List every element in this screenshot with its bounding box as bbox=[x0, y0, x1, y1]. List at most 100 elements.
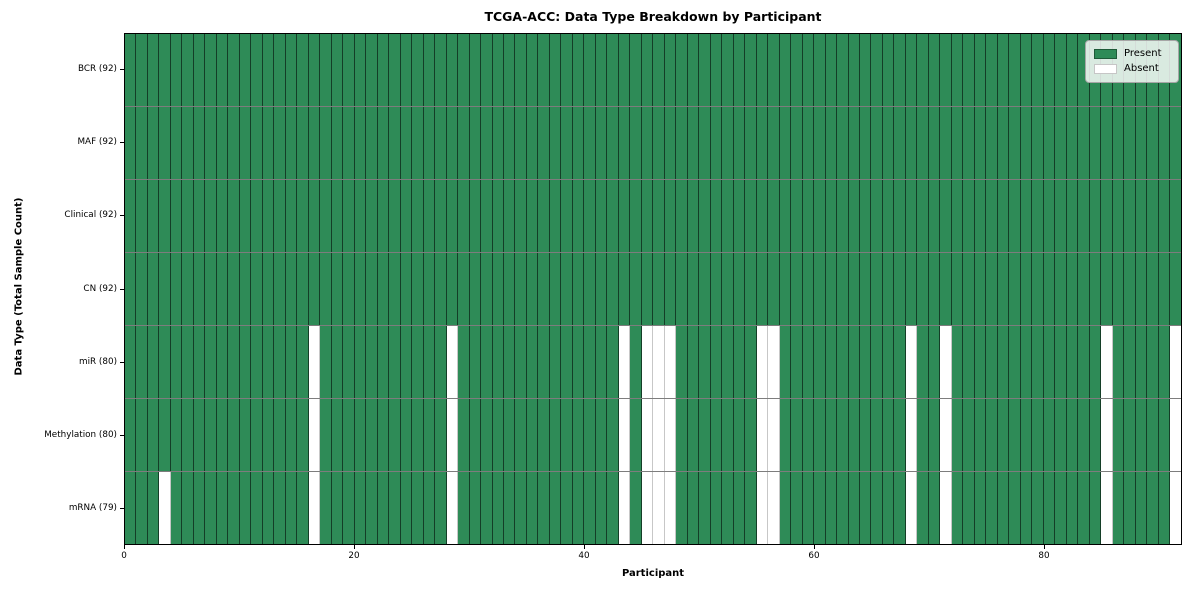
heatmap-cell bbox=[389, 326, 401, 398]
heatmap-cell bbox=[1089, 472, 1102, 544]
heatmap-cell bbox=[963, 326, 975, 398]
heatmap-cell bbox=[630, 34, 642, 106]
heatmap-cell bbox=[262, 399, 275, 471]
heatmap-cell bbox=[193, 34, 206, 106]
heatmap-cell bbox=[492, 399, 504, 471]
heatmap-cell bbox=[1124, 180, 1136, 252]
heatmap-cell bbox=[354, 107, 367, 179]
heatmap-cell bbox=[1112, 180, 1125, 252]
heatmap-cell bbox=[595, 107, 608, 179]
heatmap-cell bbox=[1043, 326, 1056, 398]
y-tick-label: CN (92) bbox=[83, 283, 117, 294]
heatmap-cell bbox=[125, 399, 137, 471]
heatmap-cell bbox=[159, 253, 171, 325]
heatmap-cell bbox=[928, 34, 941, 106]
heatmap-cell bbox=[366, 399, 378, 471]
legend-label: Absent bbox=[1124, 63, 1159, 75]
heatmap-cell bbox=[1158, 253, 1171, 325]
heatmap-cell bbox=[722, 34, 734, 106]
heatmap-cell bbox=[400, 399, 413, 471]
heatmap-cell bbox=[400, 472, 413, 544]
heatmap-cell bbox=[699, 180, 711, 252]
heatmap-cell bbox=[572, 253, 585, 325]
heatmap-cell bbox=[561, 180, 573, 252]
heatmap-cell bbox=[710, 107, 723, 179]
heatmap-cell bbox=[997, 253, 1010, 325]
heatmap-cell bbox=[905, 472, 918, 544]
heatmap-cell bbox=[1078, 326, 1090, 398]
heatmap-cell bbox=[182, 34, 194, 106]
heatmap-row bbox=[125, 325, 1181, 398]
heatmap-cell bbox=[710, 180, 723, 252]
heatmap-cell bbox=[745, 180, 757, 252]
heatmap-cell bbox=[814, 107, 826, 179]
heatmap-row bbox=[125, 34, 1181, 106]
heatmap-cell bbox=[974, 180, 987, 252]
heatmap-cell bbox=[779, 326, 792, 398]
heatmap-cell bbox=[905, 34, 918, 106]
heatmap-cell bbox=[882, 180, 895, 252]
heatmap-cell bbox=[216, 326, 229, 398]
heatmap-cell bbox=[1170, 472, 1181, 544]
heatmap-row bbox=[125, 471, 1181, 544]
heatmap-cell bbox=[871, 472, 883, 544]
heatmap-cell bbox=[699, 326, 711, 398]
heatmap-cell bbox=[779, 107, 792, 179]
heatmap-cell bbox=[366, 472, 378, 544]
heatmap-cell bbox=[572, 326, 585, 398]
heatmap-cell bbox=[595, 399, 608, 471]
heatmap-cell bbox=[377, 180, 390, 252]
heatmap-cell bbox=[699, 472, 711, 544]
heatmap-cell bbox=[917, 107, 929, 179]
heatmap-cell bbox=[274, 107, 286, 179]
heatmap-cell bbox=[503, 34, 516, 106]
heatmap-cell bbox=[814, 472, 826, 544]
heatmap-cell bbox=[986, 472, 998, 544]
x-tick-mark bbox=[813, 545, 815, 549]
heatmap-cell bbox=[216, 107, 229, 179]
heatmap-cell bbox=[538, 107, 550, 179]
heatmap-cell bbox=[1089, 326, 1102, 398]
heatmap-cell bbox=[159, 326, 171, 398]
heatmap-cell bbox=[136, 399, 148, 471]
heatmap-cell bbox=[974, 472, 987, 544]
heatmap-cell bbox=[1055, 253, 1067, 325]
heatmap-cell bbox=[1170, 326, 1181, 398]
heatmap-cell bbox=[136, 472, 148, 544]
heatmap-cell bbox=[1101, 180, 1113, 252]
heatmap-cell bbox=[618, 180, 631, 252]
heatmap-cell bbox=[733, 107, 746, 179]
heatmap-cell bbox=[481, 107, 493, 179]
y-tick-mark bbox=[120, 142, 124, 144]
heatmap-cell bbox=[676, 472, 688, 544]
heatmap-cell bbox=[997, 180, 1010, 252]
heatmap-cell bbox=[274, 399, 286, 471]
heatmap-cell bbox=[228, 399, 240, 471]
heatmap-cell bbox=[860, 180, 872, 252]
x-axis-label: Participant bbox=[621, 568, 685, 579]
heatmap-cell bbox=[641, 180, 654, 252]
heatmap-cell bbox=[1170, 399, 1181, 471]
heatmap-cell bbox=[331, 399, 344, 471]
heatmap-cell bbox=[779, 253, 792, 325]
heatmap-cell bbox=[825, 180, 838, 252]
heatmap-cell bbox=[228, 34, 240, 106]
heatmap-cell bbox=[549, 399, 562, 471]
y-tick-label: Clinical (92) bbox=[64, 210, 117, 221]
heatmap-cell bbox=[400, 253, 413, 325]
heatmap-cell bbox=[676, 180, 688, 252]
heatmap-cell bbox=[147, 107, 160, 179]
heatmap-cell bbox=[251, 107, 263, 179]
heatmap-cell bbox=[492, 34, 504, 106]
heatmap-cell bbox=[791, 107, 803, 179]
heatmap-cell bbox=[193, 399, 206, 471]
heatmap-cell bbox=[837, 326, 849, 398]
x-tick-label: 0 bbox=[121, 551, 127, 561]
heatmap-cell bbox=[814, 399, 826, 471]
heatmap-cell bbox=[791, 399, 803, 471]
heatmap-cell bbox=[630, 180, 642, 252]
x-tick-mark bbox=[123, 545, 125, 549]
heatmap-cell bbox=[1055, 399, 1067, 471]
heatmap-cell bbox=[802, 253, 815, 325]
heatmap-cell bbox=[205, 399, 217, 471]
